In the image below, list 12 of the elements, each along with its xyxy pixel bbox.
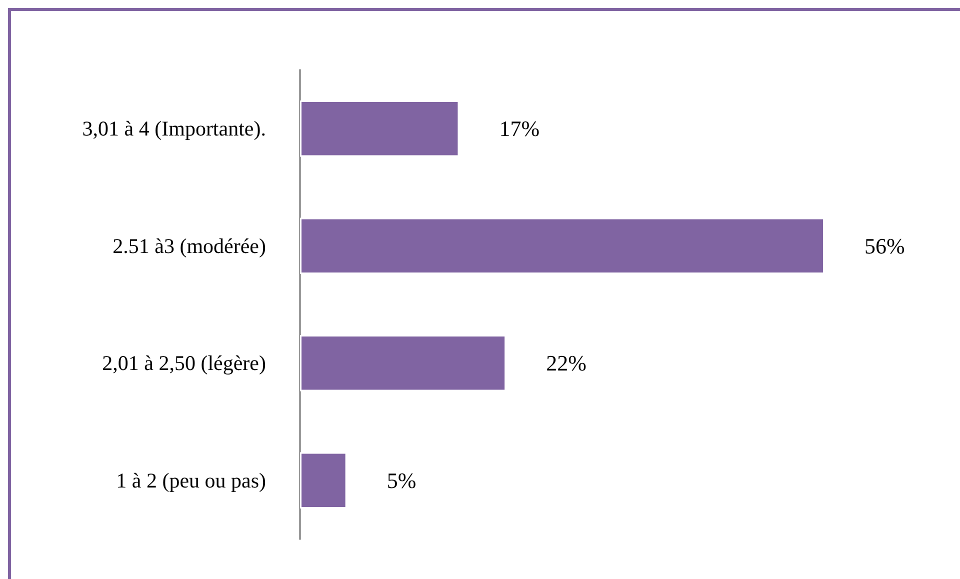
bar <box>300 218 825 274</box>
y-tick-label: 3,01 à 4 (Importante). <box>82 116 266 141</box>
bar <box>300 100 460 157</box>
data-label: 22% <box>546 350 586 376</box>
y-tick-label: 2.51 à3 (modérée) <box>112 234 266 258</box>
bar <box>300 452 347 509</box>
bar <box>300 334 506 392</box>
y-tick-label: 2,01 à 2,50 (légère) <box>102 351 266 376</box>
data-label: 56% <box>864 233 905 258</box>
y-tick-label: 1 à 2 (peu ou pas) <box>116 468 266 492</box>
data-label: 5% <box>386 468 416 493</box>
data-label: 17% <box>499 116 540 142</box>
